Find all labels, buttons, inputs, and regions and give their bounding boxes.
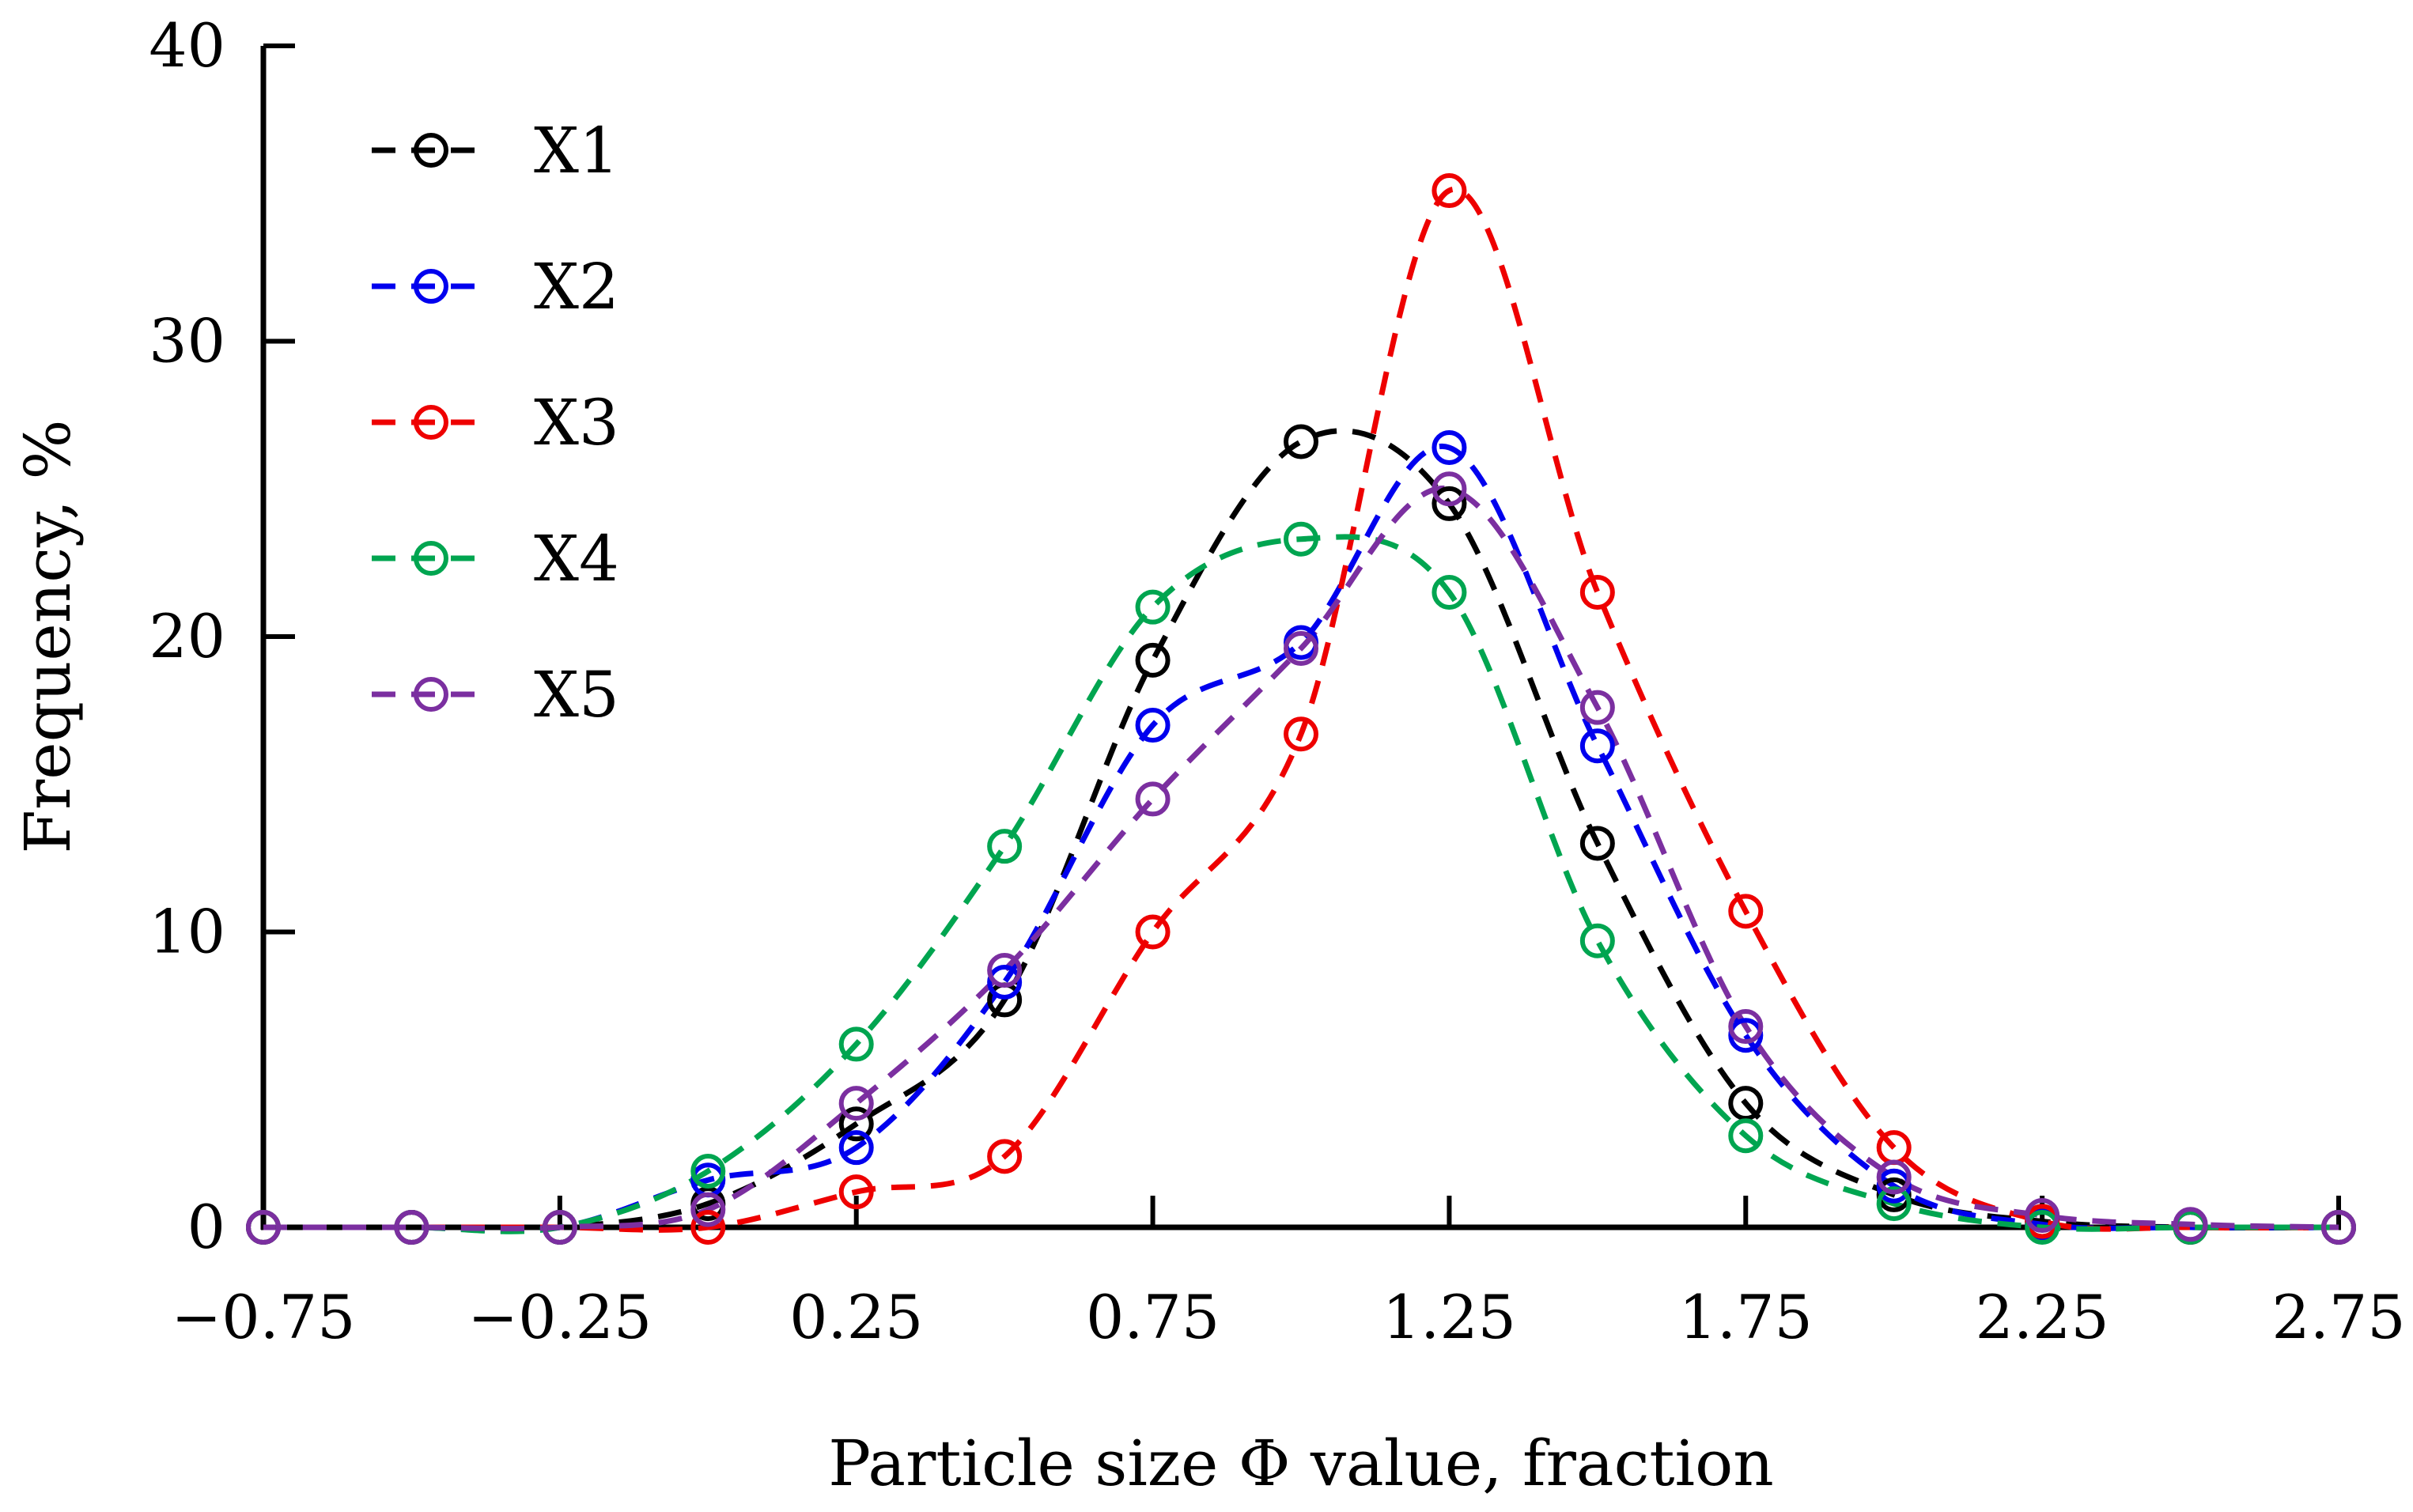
- data-point-x3: [1135, 914, 1171, 950]
- data-point-x5: [2173, 1207, 2208, 1242]
- legend-marker-x5: [414, 677, 448, 712]
- data-point-x5: [1876, 1159, 1912, 1195]
- data-point-x4: [690, 1154, 726, 1189]
- y-tick-label: 40: [149, 10, 225, 81]
- data-point-x1: [1876, 1177, 1912, 1212]
- legend-label-x5: X5: [534, 658, 619, 731]
- data-point-x3: [1579, 574, 1615, 610]
- y-tick-label: 0: [187, 1192, 225, 1262]
- series-line-x4: [263, 534, 2339, 1234]
- x-tick-label: 0.25: [789, 1282, 923, 1352]
- legend-label-x4: X4: [534, 522, 619, 595]
- data-point-x2: [1135, 708, 1171, 743]
- x-ticks: −0.75 −0.25 0.25 0.75 1.25 1.75 2.25 2.75: [172, 1196, 2406, 1352]
- axes: [260, 46, 2341, 1230]
- series-line-x3: [263, 186, 2339, 1233]
- x-tick-label: 2.75: [2271, 1282, 2405, 1352]
- data-point-x4: [2025, 1210, 2060, 1245]
- legend-label-x3: X3: [534, 386, 619, 459]
- data-point-x5: [1432, 471, 1467, 507]
- y-tick-label: 10: [149, 897, 225, 967]
- x-tick-label: −0.75: [172, 1282, 356, 1352]
- series-lines: [263, 186, 2339, 1234]
- data-point-x3: [1432, 173, 1467, 209]
- x-tick-label: 1.25: [1382, 1282, 1516, 1352]
- data-point-x3: [690, 1210, 726, 1245]
- data-point-x2: [1876, 1168, 1912, 1204]
- y-ticks: 0 10 20 30 40: [149, 10, 295, 1262]
- data-point-x5: [542, 1210, 577, 1245]
- data-point-x1: [1135, 642, 1171, 678]
- legend-marker-x2: [414, 269, 448, 304]
- data-point-x4: [1728, 1118, 1764, 1154]
- data-point-x3: [1284, 716, 1318, 752]
- y-tick-label: 30: [149, 306, 225, 376]
- data-point-x4: [987, 829, 1023, 864]
- data-point-x1: [838, 1106, 874, 1142]
- data-point-x4: [1579, 923, 1615, 958]
- data-point-x3: [987, 1139, 1023, 1174]
- x-axis-title: Particle size Φ value, fraction: [828, 1427, 1774, 1500]
- data-point-x1: [1728, 1086, 1764, 1121]
- legend-label-x2: X2: [534, 250, 619, 323]
- data-point-x5: [2321, 1210, 2356, 1245]
- data-point-x5: [838, 1086, 874, 1121]
- data-point-x5: [394, 1210, 429, 1245]
- data-point-x2: [1579, 728, 1615, 764]
- data-point-x3: [1728, 894, 1764, 929]
- y-axis-title: Frequency, %: [11, 420, 85, 854]
- data-point-x1: [1284, 424, 1318, 459]
- data-point-x3: [838, 1174, 874, 1210]
- legend: X1 X2 X3 X4 X5: [372, 114, 619, 731]
- series-line-x1: [263, 428, 2339, 1232]
- data-point-x4: [1432, 574, 1467, 610]
- series-markers: [246, 173, 2356, 1245]
- data-point-x2: [1432, 429, 1467, 465]
- data-point-x5: [1579, 690, 1615, 725]
- legend-marker-x3: [414, 405, 448, 440]
- data-point-x2: [987, 964, 1023, 1000]
- series-line-x5: [263, 486, 2339, 1232]
- legend-marker-x4: [414, 541, 448, 576]
- x-tick-label: −0.25: [467, 1282, 652, 1352]
- legend-label-x1: X1: [534, 114, 619, 187]
- data-point-x5: [1135, 781, 1171, 817]
- data-point-x4: [1135, 589, 1171, 625]
- data-point-x5: [987, 953, 1023, 988]
- data-point-x4: [1284, 521, 1318, 557]
- data-point-x5: [1728, 1009, 1764, 1045]
- legend-marker-x1: [414, 133, 448, 168]
- data-point-x4: [1876, 1186, 1912, 1222]
- data-point-x5: [246, 1210, 281, 1245]
- y-tick-label: 20: [149, 601, 225, 671]
- data-point-x5: [2025, 1198, 2060, 1234]
- data-point-x2: [838, 1130, 874, 1166]
- x-tick-label: 0.75: [1086, 1282, 1220, 1352]
- x-tick-label: 2.25: [1976, 1282, 2109, 1352]
- data-point-x1: [1432, 486, 1467, 521]
- data-point-x5: [1284, 630, 1318, 666]
- x-tick-label: 1.75: [1679, 1282, 1813, 1352]
- data-point-x1: [1579, 826, 1615, 861]
- data-point-x2: [1728, 1018, 1764, 1053]
- data-point-x5: [690, 1192, 726, 1227]
- data-point-x4: [838, 1026, 874, 1062]
